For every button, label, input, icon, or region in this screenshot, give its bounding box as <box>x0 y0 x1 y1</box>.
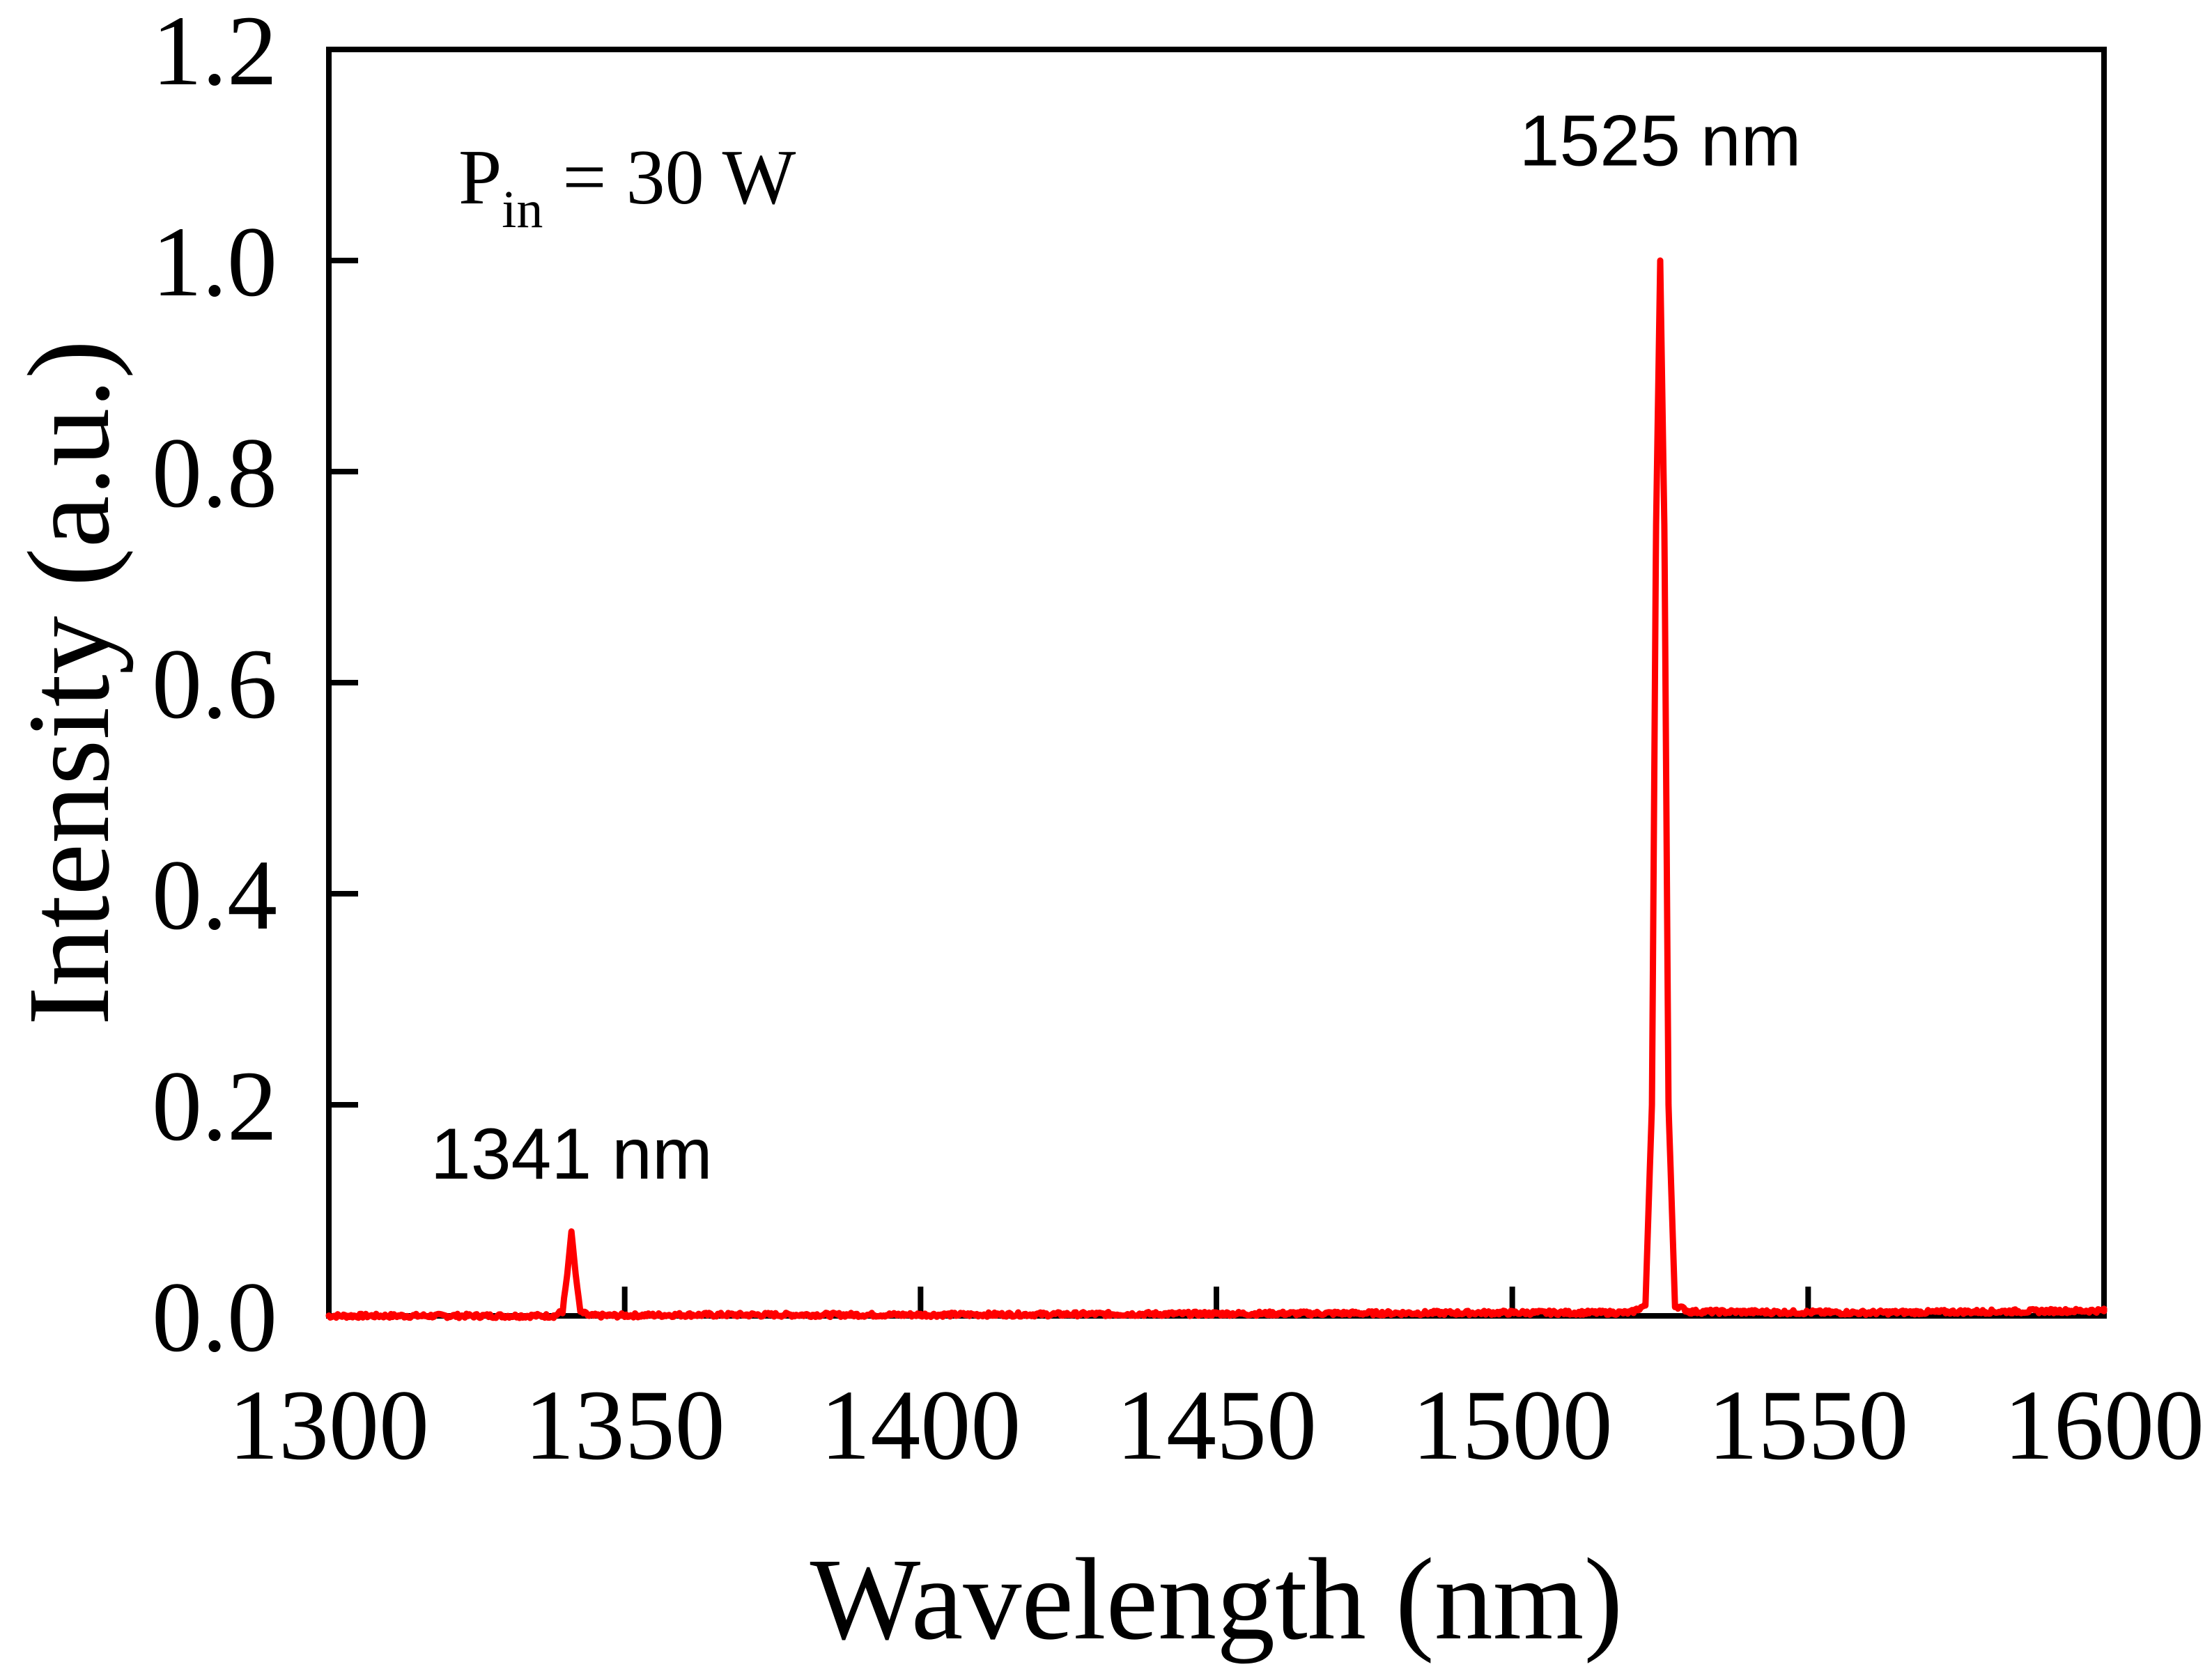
x-tick-label: 1450 <box>1116 1370 1317 1481</box>
y-tick-label: 1.2 <box>152 0 277 107</box>
plot-area <box>325 47 2107 1321</box>
y-tick-label: 0.2 <box>152 1051 277 1162</box>
y-tick-label: 0.8 <box>152 418 277 529</box>
x-axis-tick-labels: 1300 1350 1400 1450 1500 1550 1600 <box>229 1370 2204 1481</box>
x-axis-title: Wavelength (nm) <box>810 1535 1623 1664</box>
x-tick-label: 1350 <box>525 1370 725 1481</box>
peak-label: 1341 nm <box>431 1114 713 1195</box>
y-tick-label: 0.6 <box>152 629 277 740</box>
series-layer <box>325 257 2107 1321</box>
pump-power-symbol: P <box>458 134 502 221</box>
series-line-spectrum <box>325 257 2107 1321</box>
y-axis-ticks <box>329 47 358 1319</box>
y-tick-label: 0.0 <box>152 1262 277 1373</box>
peak-label: 1525 nm <box>1519 101 1802 182</box>
y-axis-tick-labels: 0.0 0.2 0.4 0.6 0.8 1.0 1.2 <box>152 0 277 1373</box>
y-tick-label: 0.4 <box>152 840 277 951</box>
pump-power-subscript: in <box>502 180 543 239</box>
y-tick-label: 1.0 <box>152 207 277 318</box>
x-tick-label: 1550 <box>1708 1370 1908 1481</box>
y-axis-title: Intensity (a.u.) <box>4 340 134 1025</box>
peak-annotations: 1341 nm 1525 nm <box>431 101 1802 1195</box>
pump-power-label: Pin = 30 W <box>458 134 796 239</box>
x-tick-label: 1300 <box>229 1370 429 1481</box>
x-tick-label: 1400 <box>820 1370 1021 1481</box>
x-tick-label: 1600 <box>2004 1370 2204 1481</box>
pump-power-value: = 30 W <box>543 134 796 221</box>
x-tick-label: 1500 <box>1412 1370 1613 1481</box>
